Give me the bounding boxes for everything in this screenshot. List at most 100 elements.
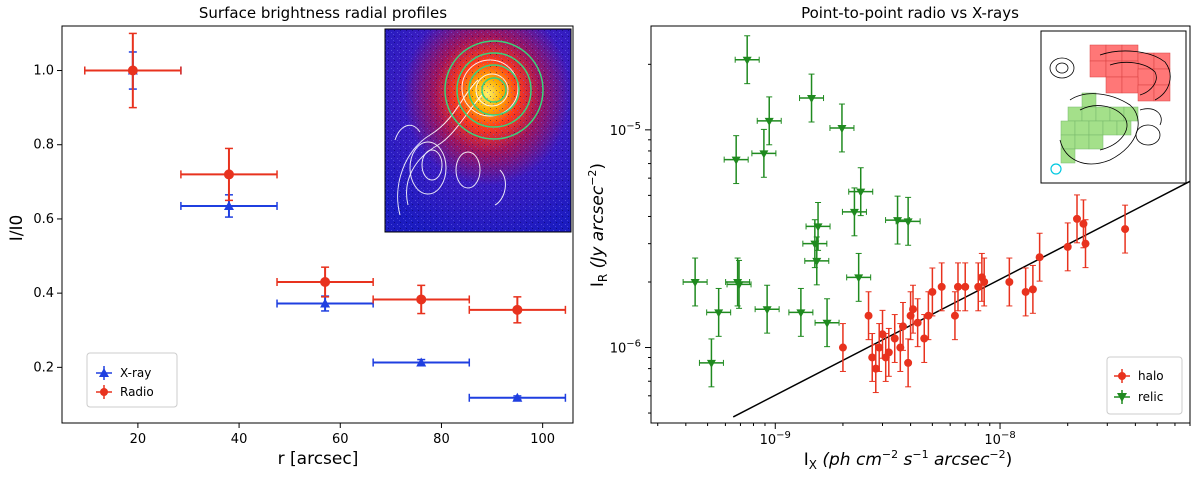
relic-point bbox=[788, 287, 814, 337]
plot-frame bbox=[650, 25, 1191, 424]
marker bbox=[416, 357, 427, 367]
halo-point bbox=[980, 257, 989, 307]
chart-title: Point-to-point radio vs X-rays bbox=[801, 4, 1019, 22]
marker bbox=[320, 277, 331, 288]
relic-point bbox=[723, 135, 749, 185]
marker bbox=[920, 334, 929, 343]
legend-xray-entry: X-ray bbox=[96, 366, 151, 380]
marker bbox=[1035, 253, 1044, 262]
x-tick-label: 20 bbox=[130, 432, 147, 447]
x-tick-label: 10−8 bbox=[984, 430, 1015, 448]
marker bbox=[849, 208, 859, 217]
x-tick-label: 80 bbox=[433, 432, 450, 447]
fit-line bbox=[732, 180, 1191, 418]
marker bbox=[974, 282, 983, 291]
relic-point bbox=[799, 73, 825, 123]
halo-point bbox=[864, 291, 873, 341]
marker bbox=[734, 281, 744, 290]
y-axis-label: I/I0 bbox=[7, 215, 27, 242]
marker bbox=[864, 311, 873, 320]
y-tick-label: 0.2 bbox=[33, 360, 54, 375]
marker bbox=[812, 257, 822, 266]
marker bbox=[854, 274, 864, 283]
marker bbox=[961, 282, 970, 291]
relic-point bbox=[829, 103, 855, 153]
xray-point bbox=[276, 295, 374, 312]
marker bbox=[690, 278, 700, 287]
legend: halo relic bbox=[1106, 356, 1183, 415]
marker bbox=[875, 343, 884, 352]
halo-point bbox=[1063, 222, 1072, 272]
relic-point bbox=[814, 298, 840, 348]
legend: X-ray Radio bbox=[86, 352, 178, 408]
relic-point bbox=[726, 259, 752, 309]
marker bbox=[512, 304, 523, 315]
legend-radio-entry: Radio bbox=[96, 385, 154, 399]
marker bbox=[937, 282, 946, 291]
axis-ticks: 10−9 10−8 10−6 10−5 bbox=[610, 63, 1191, 448]
marker bbox=[1005, 277, 1014, 286]
marker bbox=[742, 56, 752, 65]
marker bbox=[223, 169, 234, 180]
halo-point bbox=[884, 327, 893, 377]
marker bbox=[884, 348, 893, 357]
marker bbox=[950, 311, 959, 320]
halo-point bbox=[1035, 232, 1044, 282]
relic-point bbox=[805, 201, 831, 251]
y-axis-label: IR (Jy arcsec−2) bbox=[586, 163, 610, 287]
halo-point bbox=[838, 323, 847, 372]
data-marks bbox=[682, 35, 1191, 418]
halo-point bbox=[868, 333, 877, 382]
marker bbox=[822, 319, 832, 328]
y-tick-label: 0.6 bbox=[33, 212, 54, 227]
marker bbox=[416, 294, 427, 305]
regions-inset bbox=[1040, 30, 1187, 184]
relic-point bbox=[841, 187, 867, 237]
halo-point bbox=[974, 262, 983, 312]
relic-point bbox=[846, 252, 872, 302]
halo-point bbox=[904, 338, 913, 388]
x-tick-label: 10−9 bbox=[760, 430, 791, 448]
legend-xray-label: X-ray bbox=[120, 366, 151, 380]
marker bbox=[928, 287, 937, 296]
marker bbox=[878, 330, 887, 339]
marker bbox=[837, 124, 847, 133]
y-tick-label: 0.4 bbox=[33, 286, 54, 301]
data-marks bbox=[84, 32, 567, 402]
xray-point bbox=[372, 357, 471, 367]
radio-point bbox=[180, 147, 278, 202]
halo-point bbox=[875, 323, 884, 372]
marker bbox=[1063, 242, 1072, 251]
y-tick-label: 10−6 bbox=[610, 339, 641, 357]
halo-point bbox=[1005, 257, 1014, 307]
radio-point bbox=[84, 32, 182, 109]
halo-point bbox=[871, 344, 880, 394]
marker bbox=[924, 311, 933, 320]
halo-point bbox=[1121, 204, 1130, 254]
marker bbox=[512, 392, 523, 402]
relic-point bbox=[751, 128, 777, 178]
marker bbox=[913, 318, 922, 327]
halo-point bbox=[1028, 264, 1037, 314]
marker bbox=[223, 200, 234, 210]
legend-relic-label: relic bbox=[1138, 390, 1163, 404]
marker bbox=[1081, 239, 1090, 248]
halo-point bbox=[961, 262, 970, 312]
halo-point bbox=[1081, 219, 1090, 269]
plot-frame bbox=[61, 25, 574, 424]
marker bbox=[953, 282, 962, 291]
marker bbox=[1073, 214, 1082, 223]
marker bbox=[898, 322, 907, 331]
marker bbox=[890, 334, 899, 343]
marker bbox=[759, 150, 769, 159]
marker bbox=[909, 305, 918, 314]
marker bbox=[813, 223, 823, 232]
marker bbox=[796, 309, 806, 318]
marker bbox=[871, 364, 880, 373]
legend-radio-label: Radio bbox=[120, 385, 154, 399]
marker bbox=[764, 117, 774, 126]
marker bbox=[1121, 225, 1130, 234]
marker bbox=[904, 358, 913, 367]
marker bbox=[127, 65, 138, 76]
